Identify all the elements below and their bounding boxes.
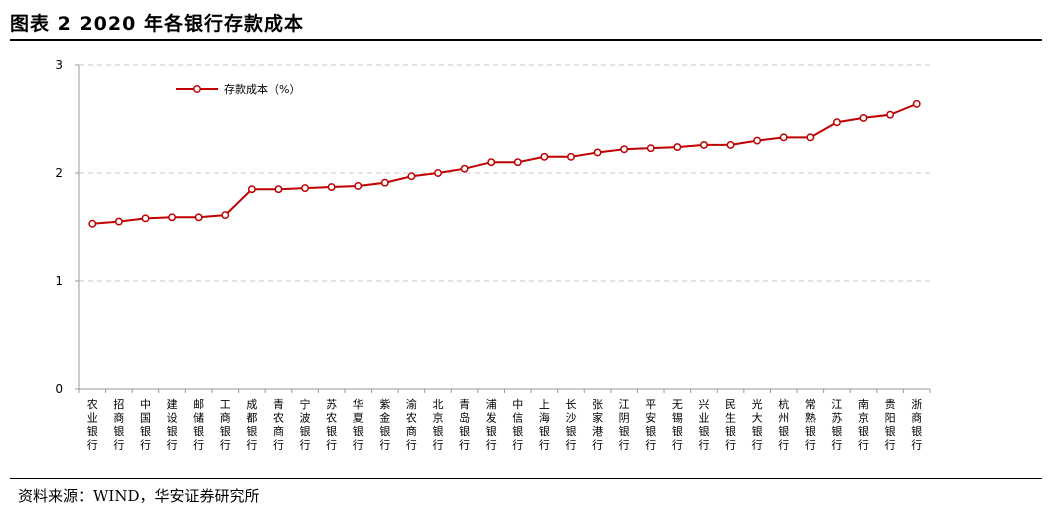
x-category-label: 平安银行 xyxy=(645,398,656,452)
x-category-label: 宁波银行 xyxy=(300,397,311,452)
source-note: 资料来源：WIND，华安证券研究所 xyxy=(18,487,260,505)
x-category-label: 民生银行 xyxy=(725,398,736,452)
x-category-label: 华夏银行 xyxy=(353,397,364,452)
x-category-label: 建设银行 xyxy=(167,397,178,452)
x-category-label: 成都银行 xyxy=(246,398,257,452)
data-point xyxy=(168,213,177,222)
data-point xyxy=(513,158,522,167)
grid-layer xyxy=(79,64,930,282)
x-category-label: 紫金银行 xyxy=(379,398,390,452)
data-point xyxy=(141,214,150,223)
data-point xyxy=(434,169,442,177)
data-point xyxy=(460,164,469,173)
legend: 存款成本（%） xyxy=(176,82,300,96)
data-point xyxy=(540,152,549,161)
x-category-label: 南京银行 xyxy=(858,398,869,452)
x-category-label: 江苏银行 xyxy=(831,398,842,452)
x-category-label: 兴业银行 xyxy=(698,398,709,452)
data-point xyxy=(753,136,762,145)
legend-marker xyxy=(193,85,201,93)
data-point xyxy=(832,118,841,127)
x-category-label: 青农商行 xyxy=(273,398,284,452)
data-point xyxy=(593,148,602,157)
data-point xyxy=(912,99,921,108)
x-category-label: 渝农商行 xyxy=(406,397,417,452)
data-point xyxy=(407,172,416,181)
data-point xyxy=(88,219,97,228)
data-point xyxy=(726,140,735,149)
x-category-label: 贵阳银行 xyxy=(885,398,896,452)
x-category-label: 浙商银行 xyxy=(911,398,922,452)
x-category-label: 苏农银行 xyxy=(326,398,337,452)
y-tick-label: 0 xyxy=(55,382,63,396)
category-label-layer: 农业银行 招商银行 中国银行 建设银行 邮储银行 工商银行 成都银行 青农商行 宁波银行 苏农银行… xyxy=(87,397,922,452)
x-category-label: 工商银行 xyxy=(220,398,231,452)
x-category-label: 常熟银行 xyxy=(805,398,816,452)
data-point xyxy=(380,178,389,187)
axis-layer: 0 1 2 3 xyxy=(55,58,931,396)
source-rule xyxy=(10,478,1042,479)
x-category-label: 中国银行 xyxy=(140,398,151,452)
x-category-label: 青岛银行 xyxy=(459,398,470,452)
line-chart: 0 1 2 3 农业银行 招商银行 中国银行 建设银行 邮储银行 工商银行 成都银行 青农商行 宁波银… xyxy=(55,58,931,452)
data-point xyxy=(779,133,788,142)
data-point xyxy=(247,185,256,194)
data-point xyxy=(620,145,629,154)
y-tick-label: 1 xyxy=(55,274,63,288)
data-point xyxy=(806,133,815,142)
x-category-label: 邮储银行 xyxy=(193,398,204,452)
x-category-label: 上海银行 xyxy=(539,398,550,452)
data-point xyxy=(673,143,682,152)
chart-title: 图表 2 2020 年各银行存款成本 xyxy=(10,13,304,35)
data-point xyxy=(354,182,363,190)
y-tick-label: 2 xyxy=(55,166,63,180)
data-point xyxy=(327,183,336,191)
data-point xyxy=(646,144,655,153)
data-point xyxy=(886,110,895,119)
data-point xyxy=(700,140,708,149)
data-point xyxy=(114,217,123,226)
data-point xyxy=(221,211,230,220)
x-category-label: 无锡银行 xyxy=(672,398,683,452)
data-point xyxy=(487,158,496,167)
y-tick-label: 3 xyxy=(55,58,63,72)
x-category-label: 张家港行 xyxy=(592,398,603,452)
data-point xyxy=(194,213,203,222)
x-category-label: 江阴银行 xyxy=(619,398,630,452)
x-category-label: 光大银行 xyxy=(752,397,763,452)
data-point xyxy=(274,185,283,194)
x-category-label: 北京银行 xyxy=(433,398,444,452)
x-category-label: 长沙银行 xyxy=(565,398,576,452)
x-category-label: 招商银行 xyxy=(113,397,124,452)
x-category-label: 浦发银行 xyxy=(486,398,497,452)
data-point xyxy=(301,184,309,193)
series-point-layer xyxy=(88,99,921,228)
x-category-label: 中信银行 xyxy=(512,398,523,452)
series-line-layer xyxy=(92,102,918,225)
x-category-label: 杭州银行 xyxy=(778,397,789,452)
title-rule xyxy=(10,39,1042,41)
data-point xyxy=(859,113,868,122)
series-line xyxy=(92,102,918,225)
data-point xyxy=(567,152,575,161)
x-category-label: 农业银行 xyxy=(87,397,98,452)
legend-label: 存款成本（%） xyxy=(224,82,300,96)
